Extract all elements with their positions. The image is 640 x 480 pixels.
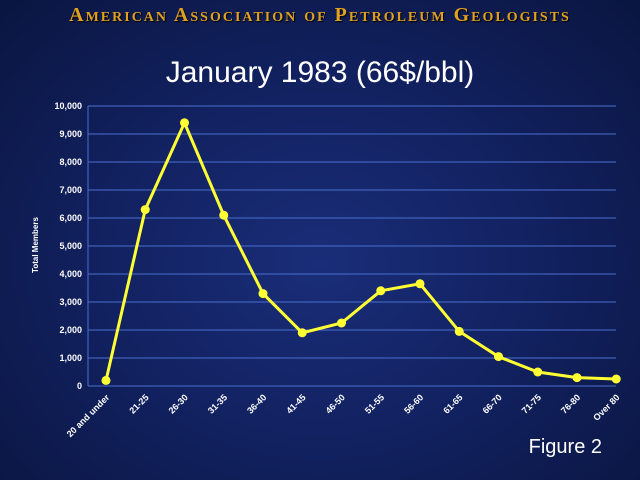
x-tick-label: 46-50 (324, 392, 347, 415)
data-point (336, 318, 346, 328)
data-point (376, 286, 386, 296)
data-point (140, 205, 150, 215)
organization-header: American Association of Petroleum Geolog… (69, 4, 571, 26)
grid-lines (88, 105, 616, 387)
x-tick-label: 76-80 (559, 392, 582, 415)
x-tick-label: 61-65 (441, 392, 464, 415)
x-tick-label: Over 80 (591, 392, 621, 422)
data-point (297, 328, 307, 338)
y-axis-label: Total Members (31, 217, 40, 273)
data-point (219, 210, 229, 220)
data-point (454, 326, 464, 336)
x-tick-label: 20 and under (65, 392, 112, 439)
y-tick-label: 7,000 (59, 185, 82, 195)
data-points (101, 118, 621, 385)
data-point (533, 367, 543, 377)
y-tick-label: 2,000 (59, 325, 82, 335)
x-tick-label: 51-55 (363, 392, 386, 415)
x-tick-label: 71-75 (520, 392, 543, 415)
data-point (101, 375, 111, 385)
y-tick-label: 3,000 (59, 297, 82, 307)
data-point (572, 373, 582, 383)
x-tick-label: 21-25 (127, 392, 150, 415)
data-point (611, 374, 621, 384)
x-tick-label: 31-35 (206, 392, 229, 415)
data-point (258, 289, 268, 299)
x-tick-label: 41-45 (284, 392, 307, 415)
y-tick-label: 5,000 (59, 241, 82, 251)
y-tick-label: 0 (77, 381, 82, 391)
y-tick-label: 4,000 (59, 269, 82, 279)
data-point (415, 279, 425, 289)
chart-title: January 1983 (66$/bbl) (165, 56, 475, 89)
x-tick-label: 66-70 (481, 392, 504, 415)
x-tick-label: 26-30 (167, 392, 190, 415)
series-line (104, 119, 617, 381)
figure-caption: Figure 2 (528, 436, 602, 458)
y-tick-label: 8,000 (59, 157, 82, 167)
x-tick-label: 56-60 (402, 392, 425, 415)
y-tick-label: 10,000 (54, 101, 82, 111)
data-point (493, 352, 503, 362)
y-tick-label: 1,000 (59, 353, 82, 363)
y-tick-label: 9,000 (59, 129, 82, 139)
y-tick-label: 6,000 (59, 213, 82, 223)
x-tick-labels: 20 and under 21-25 26-30 31-35 36-40 41-45 46-… (65, 392, 622, 439)
y-tick-labels: 0 1,000 2,000 3,000 4,000 5,000 6,000 7,000 8,00… (54, 101, 82, 391)
data-point (179, 118, 189, 128)
x-tick-label: 36-40 (245, 392, 268, 415)
